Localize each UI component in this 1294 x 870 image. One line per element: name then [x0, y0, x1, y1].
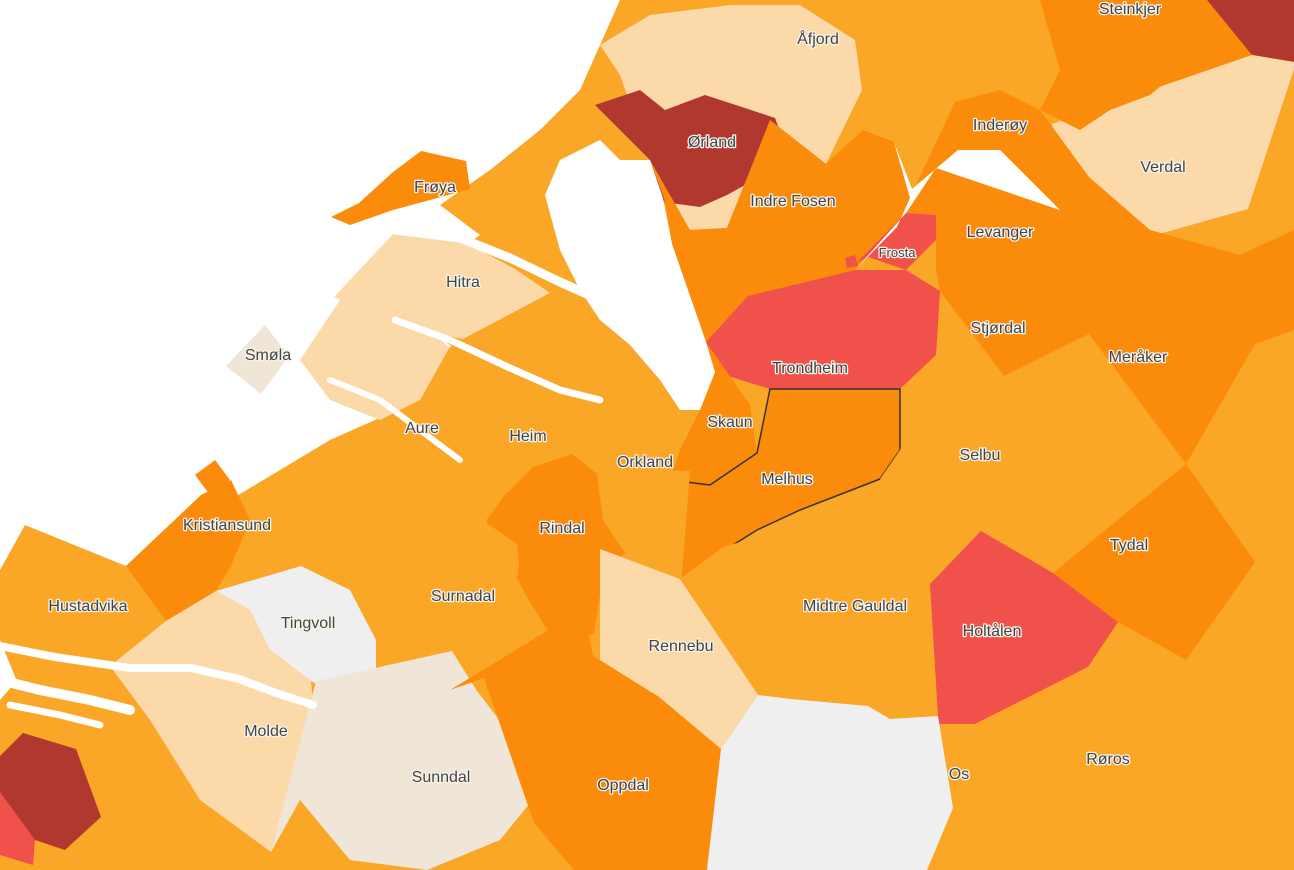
svg-text:Verdal: Verdal: [1140, 159, 1185, 176]
svg-text:Steinkjer: Steinkjer: [1099, 1, 1162, 18]
svg-text:Kristiansund: Kristiansund: [183, 517, 271, 534]
svg-text:Hustadvika: Hustadvika: [48, 598, 127, 615]
svg-text:Rindal: Rindal: [539, 520, 584, 537]
svg-text:Røros: Røros: [1086, 751, 1130, 768]
svg-text:Midtre Gauldal: Midtre Gauldal: [803, 598, 907, 615]
svg-text:Meråker: Meråker: [1109, 348, 1168, 366]
svg-text:Selbu: Selbu: [960, 447, 1001, 464]
svg-text:Stjørdal: Stjørdal: [970, 320, 1025, 337]
svg-text:Åfjord: Åfjord: [797, 29, 839, 48]
svg-text:Ørland: Ørland: [688, 134, 736, 151]
svg-text:Inderøy: Inderøy: [973, 117, 1027, 134]
svg-text:Hitra: Hitra: [446, 274, 480, 291]
svg-text:Surnadal: Surnadal: [431, 588, 495, 605]
svg-text:Melhus: Melhus: [761, 471, 813, 488]
svg-text:Levanger: Levanger: [967, 224, 1034, 241]
svg-text:Smøla: Smøla: [245, 347, 291, 364]
svg-text:Orkland: Orkland: [617, 454, 673, 471]
svg-text:Frosta: Frosta: [879, 245, 917, 260]
svg-text:Molde: Molde: [244, 723, 288, 740]
svg-text:Heim: Heim: [509, 428, 546, 445]
svg-text:Skaun: Skaun: [707, 414, 752, 431]
svg-text:Os: Os: [949, 766, 969, 783]
svg-text:Sunndal: Sunndal: [412, 769, 471, 786]
svg-text:Trondheim: Trondheim: [772, 360, 848, 377]
svg-text:Aure: Aure: [405, 420, 439, 437]
svg-text:Tingvoll: Tingvoll: [281, 615, 336, 632]
svg-text:Holtålen: Holtålen: [963, 622, 1022, 640]
svg-text:Tydal: Tydal: [1110, 537, 1148, 554]
svg-text:Frøya: Frøya: [414, 179, 456, 196]
svg-text:Rennebu: Rennebu: [649, 638, 714, 655]
svg-text:Oppdal: Oppdal: [597, 777, 649, 794]
svg-text:Indre Fosen: Indre Fosen: [750, 193, 835, 210]
